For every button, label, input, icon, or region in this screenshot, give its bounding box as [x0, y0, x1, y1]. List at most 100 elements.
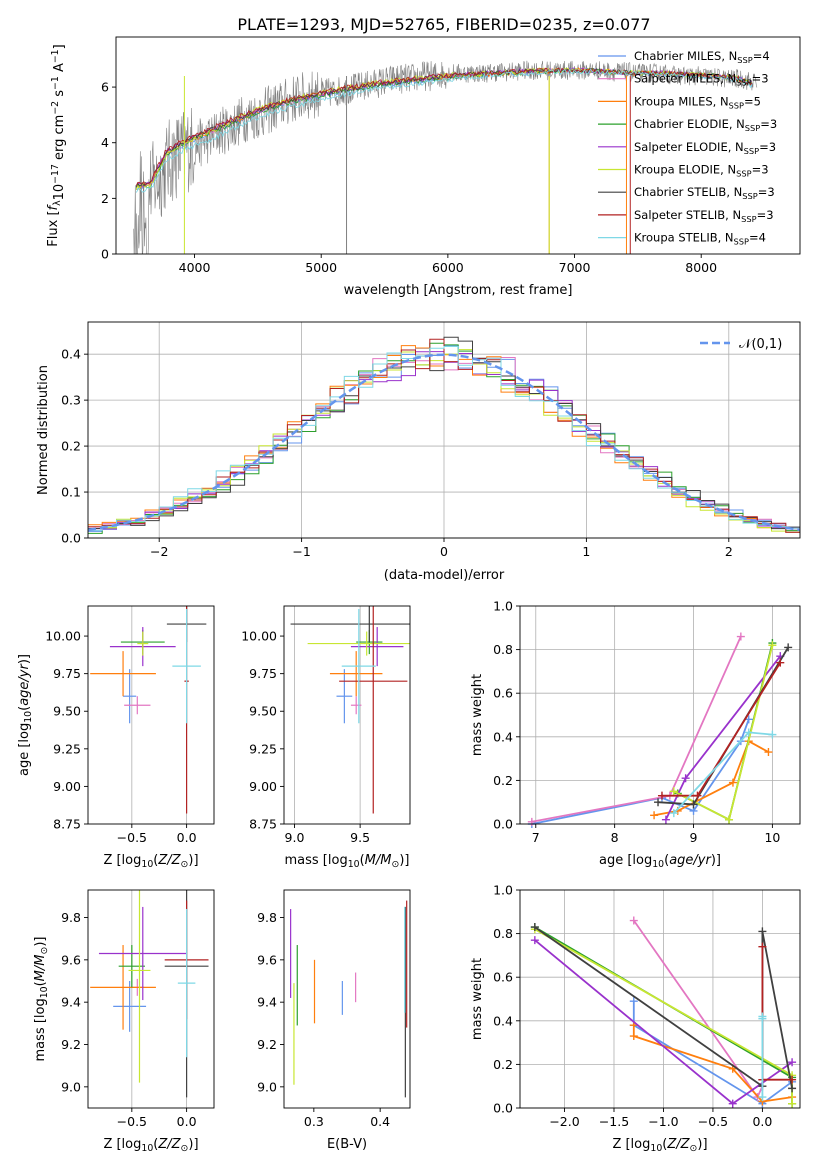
errorbar-cross [128, 890, 151, 1083]
label-part: ⊙ [181, 859, 189, 870]
legend-label: Kroupa STELIB, NSSP=4 [634, 231, 766, 247]
data-point-marker [693, 791, 702, 800]
y-tick-label: 0.0 [493, 817, 513, 832]
normal-curve [88, 353, 800, 532]
label-part: age [log [17, 723, 32, 776]
x-tick-label: −1 [292, 544, 310, 559]
x-axis-label: Z [log10(Z/Z⊙)] [103, 853, 198, 870]
label-part: −2 [50, 101, 61, 115]
y-tick-label: 0.4 [493, 729, 513, 744]
data-point-marker [758, 1093, 767, 1102]
label-part: SSP [737, 55, 752, 65]
label-part: −1 [50, 49, 61, 63]
y-tick-label: 0.4 [61, 347, 81, 362]
y-axis-label: Flux [fλ10−17 erg cm−2 s−1 A−1] [46, 44, 67, 246]
data-point-marker [669, 787, 678, 796]
y-tick-label: 0.6 [493, 686, 513, 701]
y-tick-label: 9.4 [61, 995, 81, 1010]
label-part: ⊙ [690, 1143, 698, 1154]
y-tick-label: 0.3 [61, 393, 81, 408]
label-part: )] [17, 654, 32, 664]
label-part: SSP [729, 100, 744, 110]
data-point-marker [758, 1014, 767, 1023]
observed-spectrum-line [133, 60, 758, 254]
x-axis-label: mass [log10(M/M⊙)] [285, 853, 410, 870]
label-part: Chabrier MILES, N [634, 49, 737, 63]
y-tick-label: 9.50 [53, 704, 81, 719]
legend-label: Chabrier ELODIE, NSSP=3 [634, 117, 777, 133]
label-part: =4 [749, 231, 766, 245]
data-point-marker [728, 1099, 737, 1108]
data-point-marker [654, 798, 663, 807]
y-tick-label: 0.8 [493, 926, 513, 941]
label-part: Z [log [612, 1137, 650, 1152]
label-part: ( [664, 853, 669, 868]
y-tick-label: 0.4 [493, 1013, 513, 1028]
data-point-marker [728, 778, 737, 787]
data-point-marker [758, 942, 767, 951]
label-part: Z/Z [666, 1137, 690, 1152]
label-part: M/M [33, 955, 48, 982]
errorbar-cross [123, 669, 137, 724]
y-tick-label: 9.50 [249, 704, 277, 719]
legend-label: Salpeter ELODIE, NSSP=3 [634, 140, 776, 156]
y-axis-label: mass weight [470, 674, 485, 756]
mass-weight-line [673, 731, 773, 814]
label-part: erg cm [52, 115, 67, 164]
x-tick-label: −1.0 [648, 1114, 678, 1129]
label-part: 10 [141, 859, 153, 870]
legend-label: Kroupa MILES, NSSP=5 [634, 94, 761, 110]
data-point-marker [530, 923, 539, 932]
legend-label: 𝒩(0,1) [739, 337, 782, 352]
axes-frame [519, 889, 801, 1109]
y-tick-label: 0.6 [493, 970, 513, 985]
x-tick-label: −0.5 [698, 1114, 728, 1129]
mass-weight-vs-metallicity-panel: −2.0 −1.5 −1.0 −0.5 0.0 0.0 0.2 0.4 0.6 0.8 1.0 Z [… [470, 883, 801, 1154]
data-point-marker [661, 815, 670, 824]
label-part: mass [log [285, 853, 348, 868]
x-axis-label: age [log10(age/yr)] [599, 853, 721, 870]
errorbar-cross [341, 609, 376, 724]
label-part: 10 [650, 1143, 662, 1154]
y-axis-label: mass [log10(M/M⊙)] [33, 937, 50, 1062]
y-tick-label: 4 [101, 135, 109, 150]
y-tick-label: 9.00 [249, 779, 277, 794]
axes-frame [115, 36, 801, 255]
mass-weight-line [653, 739, 769, 817]
legend-label: Salpeter MILES, NSSP=3 [634, 72, 769, 88]
axes-frame [283, 889, 411, 1109]
axes-frame [87, 605, 215, 825]
data-point-marker [784, 643, 793, 652]
label-part: Flux [ [46, 210, 61, 246]
y-tick-label: 0 [101, 247, 109, 262]
label-part: =3 [759, 140, 776, 154]
y-tick-label: 10.00 [241, 629, 277, 644]
label-part: =3 [752, 72, 769, 86]
data-point-marker [629, 1032, 638, 1041]
data-point-marker [758, 927, 767, 936]
label-part: )] [697, 1137, 707, 1152]
y-tick-label: 9.2 [61, 1037, 81, 1052]
label-part: =4 [753, 49, 770, 63]
data-point-marker [629, 997, 638, 1006]
y-tick-label: 0.0 [493, 1101, 513, 1116]
label-part: ( [360, 853, 365, 868]
y-tick-label: 8.75 [53, 817, 81, 832]
y-tick-label: 9.0 [61, 1079, 81, 1094]
x-tick-label: 6000 [432, 260, 464, 275]
y-tick-label: 9.2 [257, 1037, 277, 1052]
y-tick-label: 0.2 [493, 773, 513, 788]
errorbar-cross [172, 609, 201, 724]
x-tick-label: 0.0 [752, 1114, 772, 1129]
errorbar-cross [350, 627, 404, 667]
x-tick-label: −0.5 [117, 830, 147, 845]
y-tick-label: 0.2 [493, 1057, 513, 1072]
label-part: f [46, 203, 61, 210]
data-point-marker [650, 811, 659, 820]
spectrum-axes: 4000 5000 6000 7000 8000 0 2 4 6 wavelength [Angs… [46, 36, 801, 298]
x-tick-label: 8 [611, 830, 619, 845]
label-part: Chabrier ELODIE, N [634, 117, 745, 131]
x-tick-label: 9.0 [285, 830, 305, 845]
